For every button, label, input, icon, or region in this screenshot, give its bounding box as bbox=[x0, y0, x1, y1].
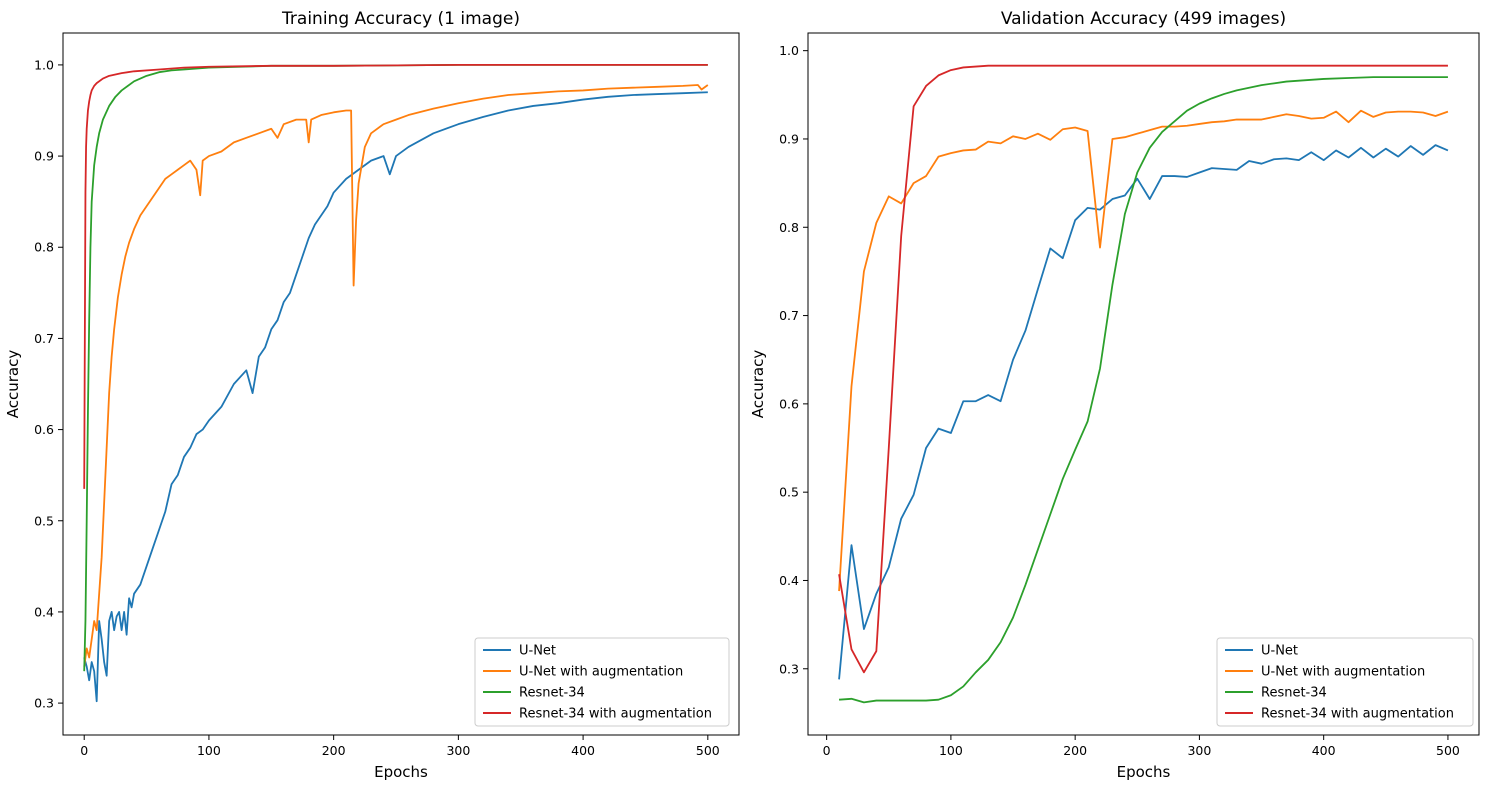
legend-label: Resnet-34 bbox=[1261, 686, 1327, 701]
x-tick-label: 200 bbox=[322, 743, 346, 758]
y-tick-label: 0.5 bbox=[779, 485, 799, 500]
x-tick-label: 0 bbox=[80, 743, 88, 758]
y-tick-label: 0.6 bbox=[779, 396, 799, 411]
x-tick-label: 200 bbox=[1063, 743, 1087, 758]
x-axis-label: Epochs bbox=[1117, 763, 1171, 781]
legend: U-Net U-Net with augmentation Resnet-34 Res… bbox=[474, 637, 730, 727]
x-axis-label: Epochs bbox=[374, 763, 428, 781]
x-tick-label: 0 bbox=[823, 743, 831, 758]
series-line-u-net-with-augmentation bbox=[838, 109, 1449, 592]
validation-accuracy-chart: 0 100 200 300 400 500 0.3 0.4 0.5 0.6 0.7 0.8 0.9 1.0… bbox=[749, 9, 1480, 781]
y-tick-label: 0.4 bbox=[34, 604, 54, 619]
y-tick-label: 0.9 bbox=[779, 131, 799, 146]
series-line-resnet-34-with-augmentation bbox=[838, 64, 1448, 674]
x-tick-label: 300 bbox=[1187, 743, 1211, 758]
series-line-u-net bbox=[838, 144, 1449, 680]
x-tick-label: 400 bbox=[571, 743, 595, 758]
x-tick-label: 100 bbox=[939, 743, 963, 758]
series-lines bbox=[838, 64, 1449, 704]
y-tick-label: 0.5 bbox=[34, 513, 54, 528]
y-axis-label: Accuracy bbox=[4, 350, 22, 419]
legend: U-Net U-Net with augmentation Resnet-34 Res… bbox=[1216, 637, 1474, 727]
x-tick-label: 500 bbox=[1436, 743, 1460, 758]
axes-frame bbox=[807, 32, 1480, 736]
series-line-u-net bbox=[83, 91, 708, 703]
y-tick-label: 0.8 bbox=[779, 220, 799, 235]
axes-frame bbox=[62, 32, 740, 736]
y-tick-label: 0.3 bbox=[34, 696, 54, 711]
legend-label: Resnet-34 bbox=[519, 686, 585, 701]
legend-label: U-Net bbox=[1261, 644, 1298, 659]
training-accuracy-chart: 0 100 200 300 400 500 0.3 0.4 0.5 0.6 0.7 0.8 0.9 1.0… bbox=[4, 9, 740, 781]
x-tick-label: 400 bbox=[1312, 743, 1336, 758]
legend-label: U-Net with augmentation bbox=[519, 665, 683, 680]
legend-box bbox=[1216, 637, 1474, 727]
legend-label: U-Net with augmentation bbox=[1261, 665, 1425, 680]
x-tick-label: 100 bbox=[197, 743, 221, 758]
legend-label: Resnet-34 with augmentation bbox=[1261, 707, 1454, 722]
legend-label: Resnet-34 with augmentation bbox=[519, 707, 712, 722]
y-tick-label: 1.0 bbox=[779, 43, 799, 58]
y-tick-label: 1.0 bbox=[34, 57, 54, 72]
x-tick-label: 500 bbox=[696, 743, 720, 758]
chart-title: Validation Accuracy (499 images) bbox=[1001, 9, 1286, 29]
legend-label: U-Net bbox=[519, 644, 556, 659]
series-line-resnet-34 bbox=[838, 76, 1448, 704]
y-tick-label: 0.9 bbox=[34, 149, 54, 164]
series-lines bbox=[83, 64, 709, 703]
y-tick-label: 0.3 bbox=[779, 661, 799, 676]
y-tick-label: 0.6 bbox=[34, 422, 54, 437]
y-tick-label: 0.8 bbox=[34, 240, 54, 255]
y-tick-label: 0.7 bbox=[34, 331, 54, 346]
y-tick-label: 0.7 bbox=[779, 308, 799, 323]
series-line-u-net-with-augmentation bbox=[83, 84, 709, 667]
legend-box bbox=[474, 637, 730, 727]
series-line-resnet-34-with-augmentation bbox=[83, 64, 708, 489]
chart-title: Training Accuracy (1 image) bbox=[281, 9, 520, 29]
x-tick-label: 300 bbox=[446, 743, 470, 758]
y-axis-label: Accuracy bbox=[749, 350, 767, 419]
y-tick-label: 0.4 bbox=[779, 573, 799, 588]
